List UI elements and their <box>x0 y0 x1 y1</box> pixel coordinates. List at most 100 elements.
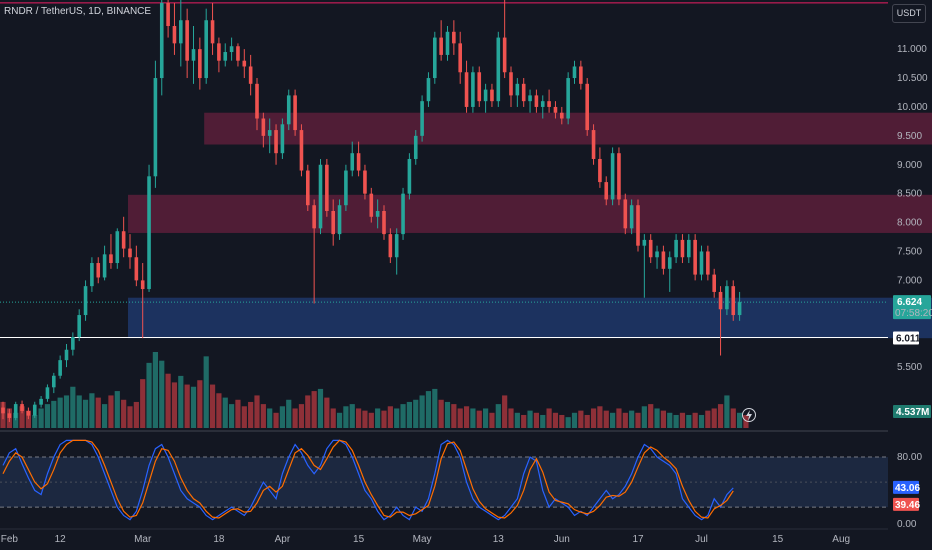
volume-bar <box>133 401 139 428</box>
candle-body <box>725 286 729 310</box>
candle-body <box>509 72 513 96</box>
candle-body <box>617 153 621 200</box>
volume-bar <box>159 360 165 428</box>
candle-body <box>102 254 107 278</box>
volume-bar <box>476 410 482 428</box>
last-price-label: 6.624 <box>897 297 922 308</box>
candle-body <box>439 37 443 55</box>
volume-bar <box>629 410 635 428</box>
volume-bar <box>387 406 393 428</box>
candle-body <box>388 234 393 258</box>
volume-bar <box>44 404 51 428</box>
volume-bar <box>298 404 305 428</box>
candle-body <box>528 95 532 102</box>
volume-bar <box>444 401 451 428</box>
candle-body <box>280 124 285 154</box>
candle-body <box>13 404 18 418</box>
candle-body <box>598 158 602 183</box>
candle-body <box>629 205 634 229</box>
stoch-k-label: 43.06 <box>895 483 920 494</box>
candle-body <box>109 254 113 264</box>
volume-bar <box>222 397 228 428</box>
volume-bar <box>336 412 343 428</box>
candle-body <box>286 95 291 125</box>
candle-body <box>426 78 431 102</box>
volume-bar <box>432 388 438 428</box>
candle-body <box>255 83 259 119</box>
volume-bar <box>248 401 254 428</box>
candle-body <box>610 153 615 200</box>
volume-bar <box>616 408 622 428</box>
candle-body <box>229 46 234 53</box>
volume-bar <box>63 395 70 428</box>
time-axis-label: May <box>413 534 432 545</box>
volume-bar <box>400 404 406 428</box>
volume-bar <box>686 414 692 428</box>
volume-bar <box>463 406 470 428</box>
time-axis-label: Apr <box>275 534 291 545</box>
candle-body <box>58 360 62 376</box>
volume-tag <box>893 405 931 418</box>
volume-bar <box>203 356 209 428</box>
volume-bar <box>724 395 730 428</box>
volume-bar <box>711 408 717 428</box>
volume-bar <box>241 406 247 428</box>
stoch-d-line <box>2 439 734 519</box>
candle-body <box>77 315 81 338</box>
candle-body <box>680 239 685 258</box>
candle-body <box>699 251 704 275</box>
lightning-icon[interactable] <box>742 408 756 422</box>
volume-bar <box>76 395 82 428</box>
candle-body <box>604 182 609 200</box>
price-tick-label: 11.000 <box>897 44 927 55</box>
time-axis-label: 18 <box>213 534 225 545</box>
candle-body <box>731 286 736 316</box>
candle-body <box>26 411 31 416</box>
candle-body <box>642 239 647 246</box>
volume-bar <box>590 408 597 428</box>
candle-body <box>223 52 228 61</box>
candle-body <box>636 205 640 246</box>
volume-bar <box>146 362 152 428</box>
volume-bar <box>483 408 489 428</box>
candle-body <box>242 60 247 67</box>
volume-bar <box>190 386 197 428</box>
candle-body <box>490 89 494 102</box>
candle-body <box>471 72 475 107</box>
candle-body <box>356 153 361 171</box>
stoch-k-tag <box>893 480 919 494</box>
volume-label: 4.537M <box>896 407 929 418</box>
candle-body <box>337 205 342 235</box>
candle-body <box>64 349 69 361</box>
candle-body <box>534 95 539 107</box>
candle-body <box>687 239 691 258</box>
support-label: 6.011 <box>896 334 921 345</box>
candle-body <box>318 164 323 229</box>
candle-body <box>566 78 570 119</box>
candle-body <box>375 211 380 217</box>
candle-body <box>45 387 50 399</box>
candle-body <box>191 49 196 61</box>
candle-body <box>515 83 520 96</box>
volume-bar <box>178 375 184 428</box>
volume-bar <box>19 406 25 428</box>
candle-body <box>71 337 75 350</box>
candle-body <box>706 251 710 275</box>
candle-body <box>261 118 266 136</box>
volume-bar <box>502 395 508 428</box>
candle-body <box>39 398 43 405</box>
currency-button[interactable]: USDT <box>892 4 926 23</box>
volume-bar <box>533 412 539 428</box>
volume-bar <box>286 399 292 428</box>
candle-body <box>204 20 208 79</box>
supply-zone-1 <box>128 194 932 233</box>
candle-body <box>153 78 158 177</box>
volume-bar <box>57 397 63 428</box>
volume-bar <box>698 414 705 428</box>
candle-body <box>667 257 672 269</box>
volume-bar <box>311 391 317 428</box>
volume-bar <box>330 408 336 428</box>
candle-body <box>115 231 120 264</box>
candle-body <box>20 404 24 412</box>
